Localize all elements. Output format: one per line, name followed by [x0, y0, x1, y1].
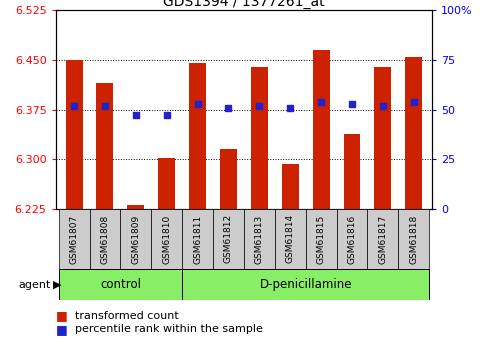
Bar — [182, 209, 213, 269]
Text: GSM61818: GSM61818 — [409, 214, 418, 264]
Text: GSM61815: GSM61815 — [317, 214, 326, 264]
Bar — [89, 209, 120, 269]
Point — [101, 103, 109, 108]
Bar — [58, 269, 182, 300]
Bar — [368, 209, 398, 269]
Text: percentile rank within the sample: percentile rank within the sample — [75, 325, 263, 334]
Point — [317, 99, 325, 105]
Point — [70, 103, 78, 108]
Bar — [213, 209, 244, 269]
Text: GSM61813: GSM61813 — [255, 214, 264, 264]
Bar — [337, 209, 368, 269]
Point — [379, 103, 387, 108]
Text: GSM61812: GSM61812 — [224, 214, 233, 264]
Bar — [251, 67, 268, 209]
Bar — [66, 60, 83, 209]
Point — [410, 99, 418, 105]
Text: ▶: ▶ — [53, 280, 62, 289]
Bar — [374, 67, 391, 209]
Point — [286, 105, 294, 110]
Bar — [398, 209, 429, 269]
Text: ■: ■ — [56, 309, 67, 322]
Text: GSM61809: GSM61809 — [131, 214, 141, 264]
Text: agent: agent — [18, 280, 51, 289]
Bar — [244, 209, 275, 269]
Bar — [343, 134, 360, 209]
Bar — [128, 205, 144, 209]
Bar — [220, 149, 237, 209]
Bar — [282, 164, 298, 209]
Bar — [120, 209, 151, 269]
Bar — [97, 83, 114, 209]
Text: ■: ■ — [56, 323, 67, 336]
Text: D-penicillamine: D-penicillamine — [259, 278, 352, 291]
Bar — [405, 57, 422, 209]
Bar — [58, 209, 89, 269]
Point — [163, 113, 170, 118]
Text: GSM61814: GSM61814 — [286, 214, 295, 264]
Title: GDS1394 / 1377261_at: GDS1394 / 1377261_at — [163, 0, 325, 9]
Text: GSM61808: GSM61808 — [100, 214, 110, 264]
Text: GSM61817: GSM61817 — [378, 214, 387, 264]
Point — [132, 113, 140, 118]
Bar — [306, 209, 337, 269]
Point — [194, 101, 201, 106]
Bar — [189, 63, 206, 209]
Bar — [275, 209, 306, 269]
Bar — [182, 269, 429, 300]
Point — [348, 101, 356, 106]
Text: GSM61810: GSM61810 — [162, 214, 171, 264]
Bar — [158, 158, 175, 209]
Point — [256, 103, 263, 108]
Text: GSM61816: GSM61816 — [347, 214, 356, 264]
Text: transformed count: transformed count — [75, 311, 179, 321]
Point — [225, 105, 232, 110]
Bar — [151, 209, 182, 269]
Text: control: control — [100, 278, 141, 291]
Bar — [313, 50, 329, 209]
Text: GSM61807: GSM61807 — [70, 214, 79, 264]
Text: GSM61811: GSM61811 — [193, 214, 202, 264]
